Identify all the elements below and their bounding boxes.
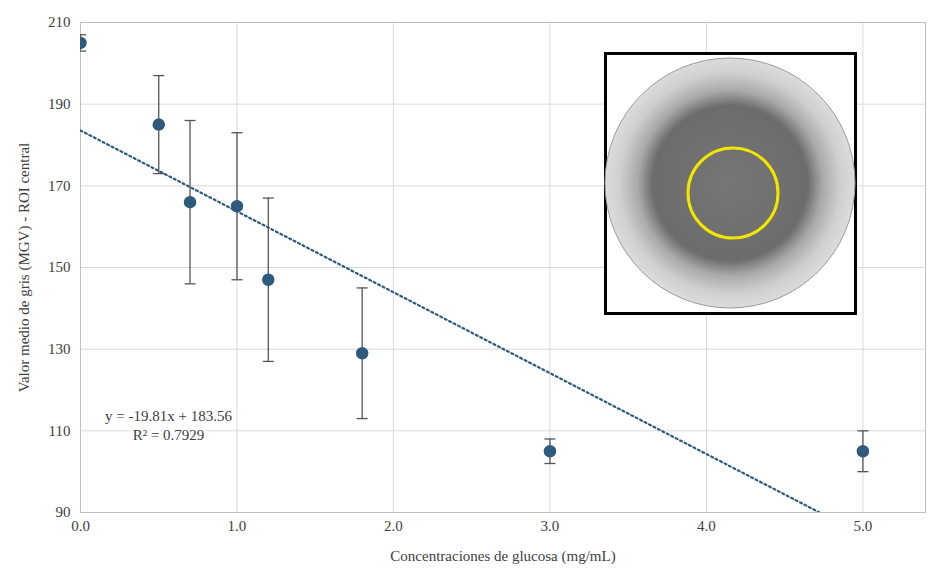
svg-text:2.0: 2.0 (384, 518, 403, 534)
svg-text:5.0: 5.0 (854, 518, 873, 534)
svg-text:210: 210 (48, 14, 71, 30)
svg-text:110: 110 (49, 423, 71, 439)
svg-text:190: 190 (48, 96, 71, 112)
svg-text:3.0: 3.0 (541, 518, 560, 534)
svg-text:150: 150 (48, 259, 71, 275)
svg-text:Valor medio de gris (MGV) - RO: Valor medio de gris (MGV) - ROI central (16, 143, 33, 393)
svg-text:170: 170 (48, 178, 71, 194)
svg-text:130: 130 (48, 341, 71, 357)
svg-text:1.0: 1.0 (228, 518, 247, 534)
svg-text:0.0: 0.0 (71, 518, 90, 534)
svg-text:90: 90 (56, 504, 71, 520)
svg-text:R² = 0.7929: R² = 0.7929 (133, 427, 205, 443)
svg-text:y = -19.81x + 183.56: y = -19.81x + 183.56 (105, 408, 232, 424)
svg-text:Concentraciones de glucosa (mg: Concentraciones de glucosa (mg/mL) (390, 548, 615, 565)
svg-text:4.0: 4.0 (697, 518, 716, 534)
